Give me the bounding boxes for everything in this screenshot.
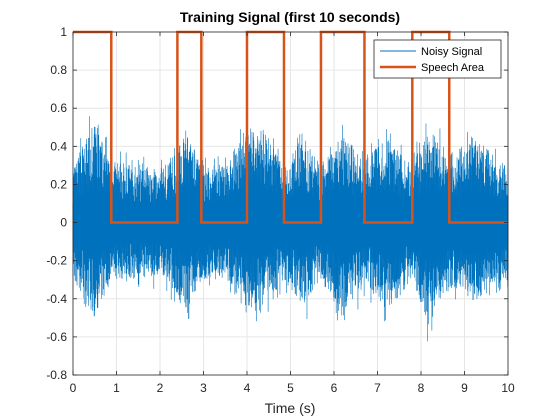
x-tick-label-10: 10 [501, 381, 515, 395]
x-tick-label-2: 2 [157, 381, 164, 395]
x-tick-label-8: 8 [418, 381, 425, 395]
y-tick-label-4: 0 [60, 216, 67, 230]
y-tick-label-0: -0.8 [46, 368, 67, 382]
x-tick-label-4: 4 [244, 381, 251, 395]
x-tick-label-5: 5 [287, 381, 294, 395]
x-tick-label-7: 7 [374, 381, 381, 395]
y-tick-label-1: -0.6 [46, 330, 67, 344]
y-tick-label-9: 1 [60, 25, 67, 39]
y-tick-label-2: -0.4 [46, 292, 67, 306]
legend-label-speech-area: Speech Area [421, 62, 485, 74]
y-axis-ticks: -0.8 -0.6 -0.4 -0.2 0 0.2 0.4 0.6 0.8 1 [46, 25, 508, 382]
y-tick-label-3: -0.2 [46, 254, 67, 268]
y-tick-label-5: 0.2 [50, 177, 67, 191]
x-tick-label-1: 1 [113, 381, 120, 395]
x-axis-label: Time (s) [265, 400, 316, 416]
x-axis-ticks: 0 1 2 3 4 5 6 7 8 9 10 [70, 32, 515, 395]
legend-label-noisy-signal: Noisy Signal [421, 46, 482, 58]
x-tick-label-3: 3 [200, 381, 207, 395]
x-tick-label-9: 9 [461, 381, 468, 395]
chart-title: Training Signal (first 10 seconds) [180, 9, 400, 25]
y-tick-label-8: 0.8 [50, 63, 67, 77]
y-tick-label-6: 0.4 [50, 139, 67, 153]
x-tick-label-6: 6 [331, 381, 338, 395]
legend-box [373, 39, 502, 79]
legend: Noisy Signal Speech Area [373, 39, 502, 79]
x-tick-label-0: 0 [70, 381, 77, 395]
y-tick-label-7: 0.6 [50, 101, 67, 115]
